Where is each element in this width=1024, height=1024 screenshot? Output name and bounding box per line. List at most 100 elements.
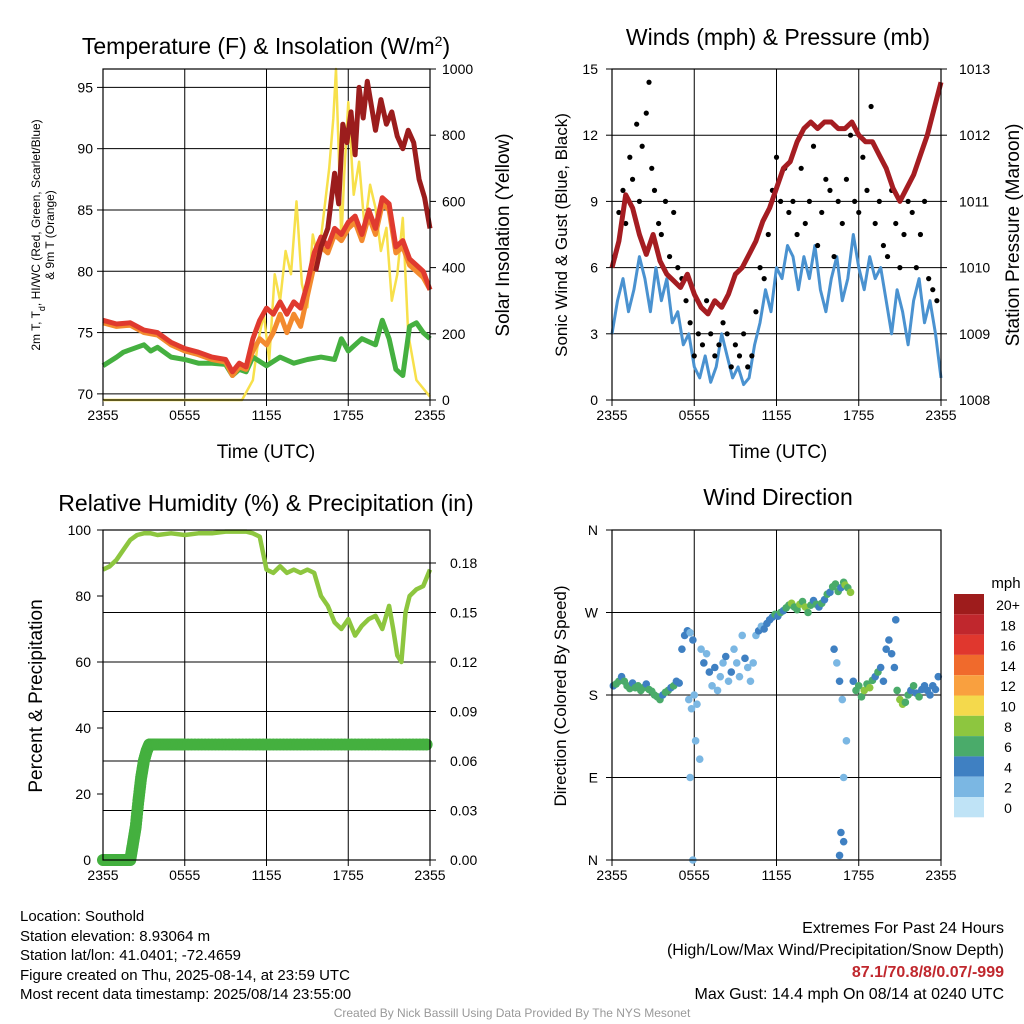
y2-tick-label: 600 xyxy=(442,193,466,209)
x-tick-label: 2355 xyxy=(414,407,445,423)
direction-point xyxy=(721,652,730,661)
y-tick-label: N xyxy=(588,852,598,868)
direction-point xyxy=(838,695,847,704)
y-tick-label: 6 xyxy=(590,260,598,276)
direction-point xyxy=(931,685,940,694)
direction-point xyxy=(830,645,838,653)
gust-point xyxy=(656,220,662,227)
y-tick-label: 40 xyxy=(75,720,91,736)
direction-point xyxy=(702,649,711,658)
direction-point xyxy=(882,645,890,653)
direction-point xyxy=(749,659,757,667)
temperature-panel: Temperature (F) & Insolation (W/m2) 2355… xyxy=(29,33,514,463)
gust-point xyxy=(926,276,932,282)
direction-point xyxy=(705,668,714,676)
gust-point xyxy=(897,265,903,271)
gust-point xyxy=(728,364,734,370)
direction-point xyxy=(839,773,848,782)
temperature-y-label: 2m T, Td, HI/WC (Red, Green, Scarlet/Blu… xyxy=(29,119,57,350)
direction-point xyxy=(926,691,934,699)
legend-label: 4 xyxy=(1004,759,1012,775)
direction-point xyxy=(727,668,736,676)
direction-point xyxy=(695,755,704,763)
y2-tick-label: 0.18 xyxy=(450,555,477,571)
y2-tick-label: 1011 xyxy=(959,193,989,209)
legend-swatch xyxy=(954,776,984,797)
gust-point xyxy=(794,231,800,238)
y-tick-label: W xyxy=(585,605,599,621)
y-tick-label: 3 xyxy=(590,326,598,342)
y-tick-label: 0 xyxy=(83,852,91,868)
direction-point xyxy=(854,682,863,690)
pressure-y-label: Station Pressure (Maroon) xyxy=(1003,124,1024,347)
temperature-plot-border xyxy=(102,68,431,401)
direction-plot-border xyxy=(611,529,942,861)
extremes-values: 87.1/70.8/8/0.07/-999 xyxy=(851,964,1004,981)
gust-point xyxy=(930,287,936,293)
gust-point xyxy=(683,298,689,304)
x-tick-label: 2355 xyxy=(925,867,956,883)
svg-text:& 9m T (Orange): & 9m T (Orange) xyxy=(43,190,57,280)
credit-line: Created By Nick Bassill Using Data Provi… xyxy=(333,1006,691,1020)
legend-label: 18 xyxy=(1000,617,1016,633)
winds-plot-area: 2355 0555 1155 1755 235503691215100810091010… xyxy=(582,61,990,423)
gust-point xyxy=(639,143,645,149)
humidity-plot-border xyxy=(102,529,431,861)
y2-tick-label: 0 xyxy=(442,392,450,408)
gust-point xyxy=(636,198,643,204)
legend-swatch xyxy=(954,654,984,676)
x-tick-label: 2355 xyxy=(596,407,627,423)
gust-point xyxy=(699,342,706,348)
legend-label: 12 xyxy=(1000,678,1016,694)
gust-point xyxy=(905,198,911,204)
y-tick-label: 60 xyxy=(75,654,91,670)
direction-point xyxy=(865,683,874,692)
legend-label: 6 xyxy=(1004,739,1012,755)
gust-point xyxy=(823,176,829,182)
direction-point xyxy=(891,616,900,624)
wind-speed-line xyxy=(610,233,943,387)
legend-swatch xyxy=(954,715,984,737)
legend-label: 0 xyxy=(1004,800,1012,816)
pressure-line xyxy=(609,81,944,317)
direction-point xyxy=(901,698,910,707)
temperature-series-line xyxy=(103,67,431,402)
direction-point xyxy=(804,608,812,617)
y-tick-label: N xyxy=(588,522,598,538)
gust-point xyxy=(856,209,862,216)
y2-tick-label: 0.06 xyxy=(450,753,477,769)
x-tick-label: 1755 xyxy=(843,407,874,423)
gust-point xyxy=(790,198,796,204)
y2-tick-label: 1013 xyxy=(959,61,990,77)
gust-point xyxy=(921,198,928,204)
speed-legend: mph 20+ 18 16 14 12 10 8 6 4 2 0 xyxy=(954,575,1021,818)
humidity-panel: Relative Humidity (%) & Precipitation (i… xyxy=(26,490,477,883)
recent-timestamp: Most recent data timestamp: 2025/08/14 2… xyxy=(20,986,352,1004)
legend-swatch xyxy=(954,634,984,655)
gust-point xyxy=(901,231,907,238)
direction-point xyxy=(879,677,888,686)
gust-point xyxy=(819,209,825,216)
direction-point xyxy=(719,659,727,667)
direction-point xyxy=(846,588,855,597)
y2-tick-label: 1010 xyxy=(959,260,990,276)
humidity-plot-area: 2355 0555 1155 1755 23550204060801000.000.03… xyxy=(68,522,478,883)
legend-swatch xyxy=(954,756,984,777)
gust-point xyxy=(839,220,845,227)
winds-x-label: Time (UTC) xyxy=(729,442,828,463)
gust-point xyxy=(815,242,821,249)
y-tick-label: 95 xyxy=(77,79,93,95)
direction-point xyxy=(691,737,700,745)
direction-point xyxy=(857,693,866,701)
y2-tick-label: 1009 xyxy=(959,326,990,342)
max-gust: Max Gust: 14.4 mph On 08/14 at 0240 UTC xyxy=(694,986,1005,1003)
direction-point xyxy=(724,677,733,686)
gust-point xyxy=(868,103,874,110)
direction-point xyxy=(835,677,844,686)
y-tick-label: 9 xyxy=(590,193,598,209)
gust-point xyxy=(716,342,722,348)
y2-tick-label: 200 xyxy=(442,326,466,342)
gust-point xyxy=(934,298,940,304)
gust-point xyxy=(623,220,629,227)
gust-point xyxy=(627,154,633,160)
